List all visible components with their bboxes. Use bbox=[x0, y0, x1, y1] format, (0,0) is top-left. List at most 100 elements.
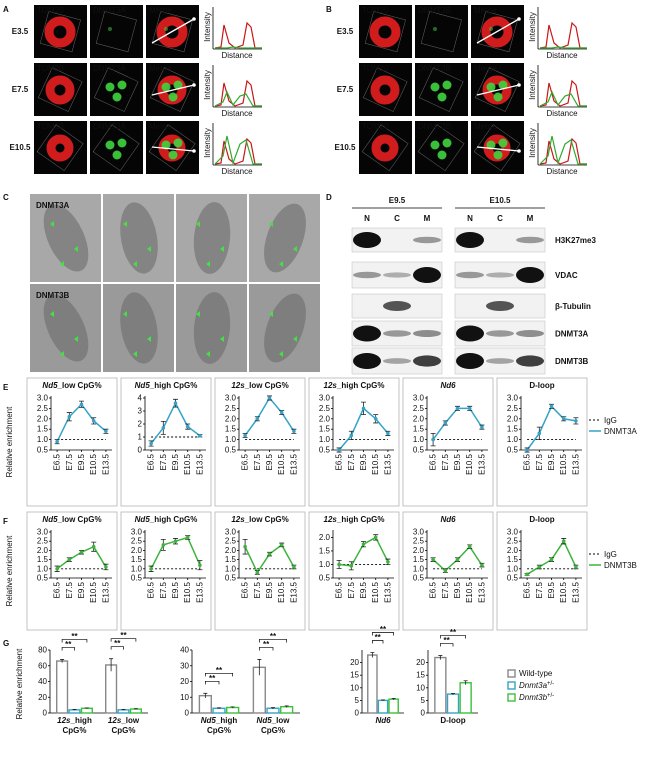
text-run: 12s bbox=[57, 716, 71, 725]
x-tick-label: E7.5 bbox=[535, 453, 544, 470]
text-run: Nd5 bbox=[257, 716, 273, 725]
y-tick-label: 2.5 bbox=[131, 537, 143, 546]
channel-label: Merge bbox=[474, 122, 497, 131]
text-run: CpG% bbox=[261, 726, 285, 735]
channel-label: Merge bbox=[149, 122, 172, 131]
text-run: _low CpG% bbox=[57, 381, 102, 390]
band bbox=[383, 301, 411, 311]
x-tick-label: E10.5 bbox=[277, 581, 286, 602]
y-tick-label: 3.0 bbox=[507, 394, 519, 403]
y-tick-label: 0.5 bbox=[507, 446, 519, 455]
y-tick-label: 2.5 bbox=[413, 404, 425, 413]
arrow-head bbox=[192, 83, 196, 87]
significance-bracket bbox=[110, 638, 137, 642]
x-tick-label: E9.5 bbox=[171, 581, 180, 598]
y-tick-label: 3.0 bbox=[413, 394, 425, 403]
dnmt-signal bbox=[430, 82, 440, 92]
series-line bbox=[526, 405, 577, 451]
fraction-label: C bbox=[497, 214, 503, 223]
gold-arrow bbox=[269, 221, 273, 227]
mitochondrion bbox=[43, 294, 89, 362]
x-tick-label: Nd5_high CpG% bbox=[201, 716, 238, 735]
chart-frame bbox=[214, 377, 306, 507]
point bbox=[443, 568, 448, 573]
gold-arrow bbox=[293, 336, 297, 342]
bar bbox=[434, 656, 447, 714]
y-tick-label: 2.0 bbox=[507, 414, 519, 423]
y-tick-label: 3.0 bbox=[37, 394, 49, 403]
band bbox=[383, 330, 411, 337]
x-tick-label: E6.5 bbox=[429, 581, 438, 598]
x-tick-label: E7.5 bbox=[253, 581, 262, 598]
y-tick-label: 2.0 bbox=[319, 414, 331, 423]
text-run: 12s bbox=[108, 716, 122, 725]
significance-bracket bbox=[258, 647, 274, 651]
volume-outline bbox=[148, 124, 196, 172]
tom20-signal bbox=[156, 16, 188, 48]
arrow-head bbox=[517, 17, 521, 21]
dnmt-signal bbox=[489, 27, 493, 31]
x-tick-label: E9.5 bbox=[171, 453, 180, 470]
gold-arrow bbox=[279, 261, 283, 267]
significance-label: ** bbox=[120, 631, 127, 640]
y-tick-label: 2.0 bbox=[225, 546, 237, 555]
point bbox=[480, 425, 484, 429]
y-tick-label: 0.5 bbox=[413, 446, 425, 455]
volume-outline bbox=[151, 11, 193, 53]
significance-label: ** bbox=[375, 633, 382, 642]
y-tick-label: 1.5 bbox=[225, 425, 237, 434]
gold-arrow bbox=[60, 261, 64, 267]
micrograph bbox=[415, 121, 468, 174]
significance-bracket bbox=[61, 639, 88, 643]
volume-outline bbox=[149, 67, 195, 112]
volume-outline bbox=[95, 11, 137, 53]
tom20-signal bbox=[371, 134, 399, 162]
band bbox=[516, 355, 544, 367]
x-tick-label: E6.5 bbox=[335, 453, 344, 470]
x-tick-label: E10.5 bbox=[277, 453, 286, 474]
point bbox=[349, 433, 354, 438]
text-run: Wild-type bbox=[519, 669, 553, 678]
error-bar bbox=[121, 709, 126, 711]
gold-arrow bbox=[206, 261, 210, 267]
y-tick-label: 0 bbox=[355, 709, 360, 718]
volume-outline bbox=[362, 67, 408, 112]
channel-label: TOM20 bbox=[37, 6, 64, 15]
x-tick-label: E7.5 bbox=[535, 581, 544, 598]
point bbox=[361, 406, 366, 411]
dnmt-signal bbox=[433, 27, 437, 31]
point bbox=[267, 552, 272, 556]
error-bar bbox=[381, 699, 385, 701]
bar bbox=[388, 698, 399, 714]
x-tick-label: E7.5 bbox=[441, 581, 450, 598]
y-tick-label: 0 bbox=[185, 709, 190, 718]
y-tick-label: 3.0 bbox=[131, 528, 143, 537]
text-run: CpG% bbox=[63, 726, 87, 735]
channel-label: DNMT3B bbox=[418, 6, 451, 15]
point bbox=[198, 433, 202, 438]
text-run: D-loop bbox=[529, 515, 554, 524]
x-tick-label: E7.5 bbox=[347, 453, 356, 470]
dnmt-signal bbox=[442, 80, 452, 90]
point bbox=[243, 433, 247, 438]
chart-frame bbox=[402, 377, 494, 507]
point bbox=[349, 564, 354, 568]
legend-swatch bbox=[507, 669, 516, 678]
y-tick-label: 1.0 bbox=[507, 564, 519, 573]
micrograph bbox=[415, 5, 468, 58]
micrograph bbox=[34, 5, 87, 58]
y-tick-label: 3.0 bbox=[319, 394, 331, 403]
point bbox=[537, 431, 542, 436]
axis-label: Intensity bbox=[528, 70, 537, 100]
protein-label: DNMT3A bbox=[555, 330, 589, 339]
text-run: 12s bbox=[231, 515, 245, 524]
x-tick-label: E6.5 bbox=[53, 581, 62, 598]
band bbox=[413, 267, 441, 283]
text-run: _low CpG% bbox=[244, 515, 289, 524]
axis-label: Intensity bbox=[203, 70, 212, 100]
x-tick-label: E7.5 bbox=[441, 453, 450, 470]
dnmt-signal bbox=[117, 138, 127, 148]
dnmt-signal bbox=[430, 140, 440, 150]
x-tick-label: E13.5 bbox=[571, 581, 580, 602]
profile-red bbox=[539, 21, 587, 49]
